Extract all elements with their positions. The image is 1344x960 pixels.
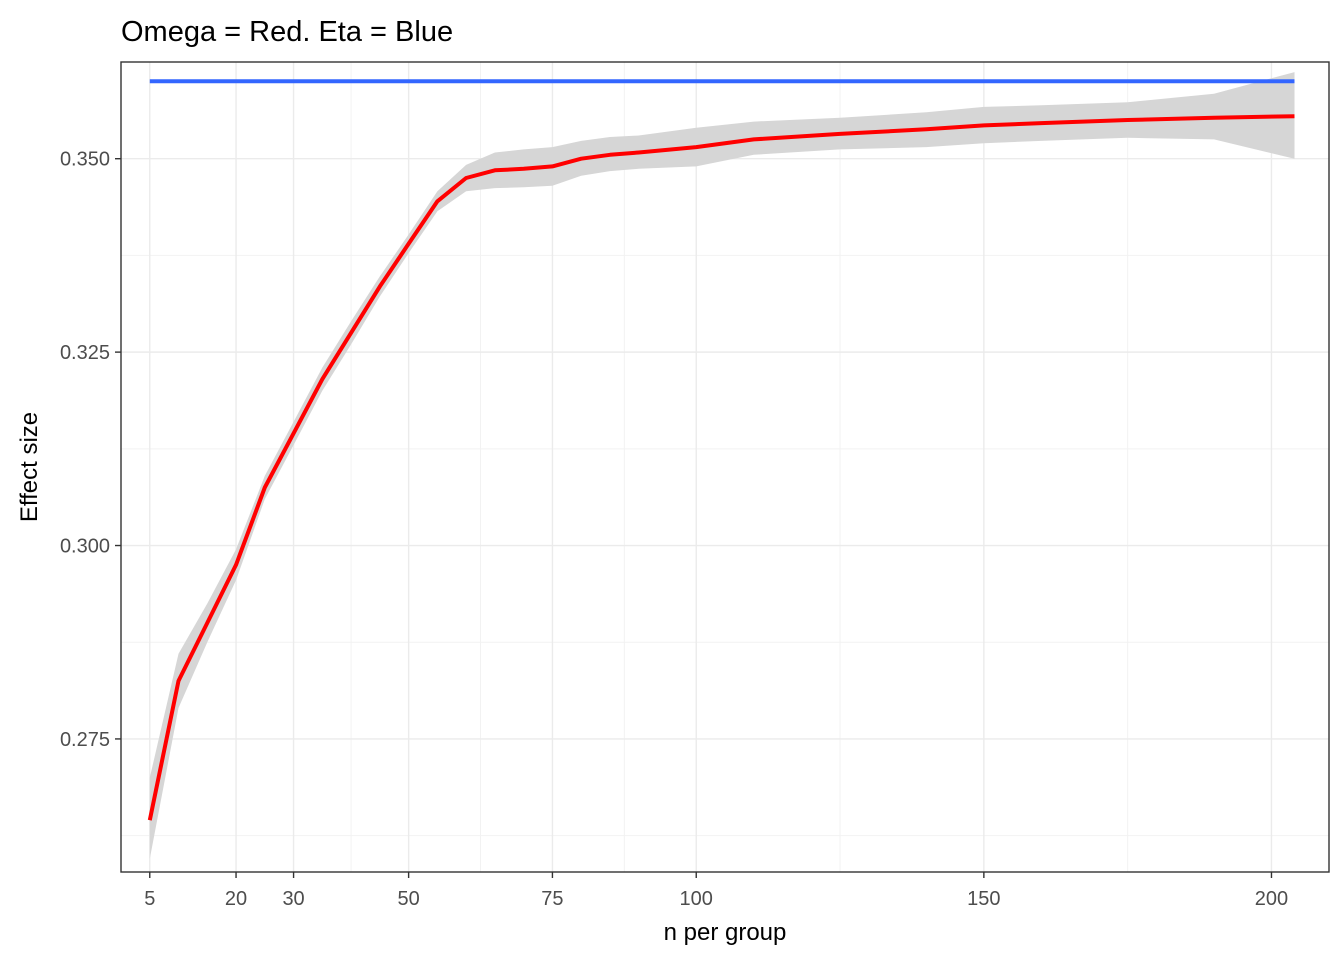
y-axis-title: Effect size: [16, 412, 43, 522]
x-tick-label: 5: [144, 888, 155, 910]
x-tick-label: 200: [1255, 888, 1288, 910]
x-tick-label: 20: [225, 888, 247, 910]
panel-border: [120, 61, 1330, 873]
x-tick-label: 150: [967, 888, 1000, 910]
chart-title: Omega = Red. Eta = Blue: [121, 16, 453, 48]
y-tick-label: 0.325: [60, 342, 110, 364]
series-lines-layer: [147, 79, 1295, 821]
y-tick-label: 0.275: [60, 729, 110, 751]
series-line-omega: [147, 114, 1295, 821]
y-axis: 0.275 0.300 0.325 0.350: [60, 149, 121, 751]
panel-background: [121, 62, 1329, 872]
y-tick-label: 0.300: [60, 536, 110, 558]
x-tick-label: 30: [282, 888, 304, 910]
x-tick-label: 50: [397, 888, 419, 910]
x-tick-label: 75: [541, 888, 563, 910]
y-tick-label: 0.350: [60, 149, 110, 171]
x-axis-title: n per group: [664, 919, 787, 946]
x-tick-label: 100: [680, 888, 713, 910]
x-axis: 5 20 30 50 75 100 150 200: [144, 872, 1288, 910]
